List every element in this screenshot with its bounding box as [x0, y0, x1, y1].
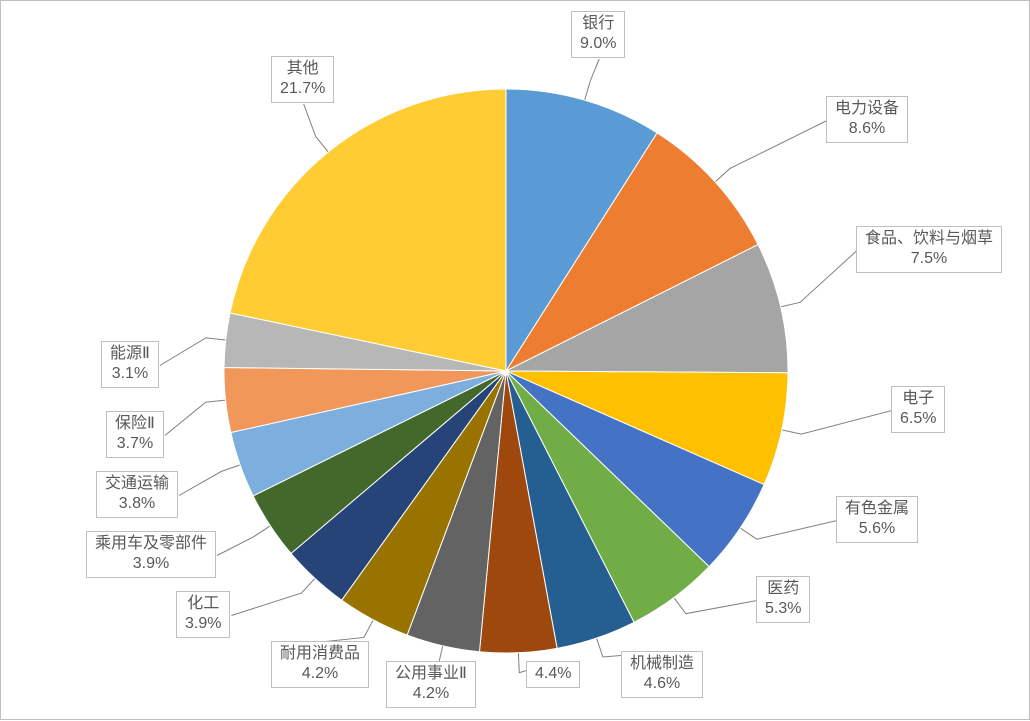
slice-label-value: 3.9% [95, 554, 207, 574]
leader-line [179, 465, 240, 496]
slice-label-value: 8.6% [835, 119, 899, 139]
slice-label: 其他21.7% [271, 56, 334, 103]
slice-label: 机械制造4.6% [621, 651, 703, 698]
leader-line [674, 598, 757, 614]
slice-label-value: 4.4% [535, 664, 571, 684]
slice-label: 有色金属5.6% [836, 496, 918, 543]
leader-line [165, 400, 226, 435]
slice-label-value: 3.8% [105, 494, 169, 514]
slice-label: 电子6.5% [891, 386, 945, 433]
slice-label-value: 9.0% [580, 34, 616, 54]
slice-label: 公用事业Ⅱ4.2% [386, 661, 476, 708]
leader-line [715, 121, 827, 182]
leader-line [160, 338, 226, 366]
slice-label-value: 3.7% [115, 434, 155, 454]
slice-label-value: 3.1% [110, 364, 150, 384]
slice-label-value: 5.3% [765, 599, 801, 619]
slice-label-value: 4.6% [630, 674, 694, 694]
slice-label: 保险Ⅱ3.7% [106, 411, 164, 458]
slice-label-value: 21.7% [280, 79, 325, 99]
slice-label-name: 有色金属 [845, 499, 909, 519]
slice-label: 能源Ⅱ3.1% [101, 341, 159, 388]
slice-label-name: 交通运输 [105, 474, 169, 494]
slice-label-name: 乘用车及零部件 [95, 534, 207, 554]
slice-label-name: 化工 [185, 594, 221, 614]
slice-label-name: 其他 [280, 59, 325, 79]
slice-label: 化工3.9% [176, 591, 230, 638]
slice-label-name: 电力设备 [835, 99, 899, 119]
leader-line [304, 104, 329, 152]
slice-label: 电力设备8.6% [826, 96, 908, 143]
slice-label: 食品、饮料与烟草7.5% [856, 226, 1002, 273]
slice-label-value: 4.2% [280, 664, 360, 684]
leader-line [740, 521, 837, 540]
slice-label-name: 保险Ⅱ [115, 414, 155, 434]
slice-label: 4.4% [526, 661, 580, 688]
slice-label-name: 能源Ⅱ [110, 344, 150, 364]
slice-label: 医药5.3% [756, 576, 810, 623]
slice-label-name: 耐用消费品 [280, 644, 360, 664]
slice-label-value: 6.5% [900, 409, 936, 429]
slice-label-value: 4.2% [395, 684, 467, 704]
slice-label-name: 电子 [900, 389, 936, 409]
slice-label: 乘用车及零部件3.9% [86, 531, 216, 578]
slice-label: 银行9.0% [571, 11, 625, 58]
pie-chart-container: 银行9.0% 电力设备8.6% 食品、饮料与烟草7.5% 电子6.5% 有色金属5.6%… [0, 0, 1030, 720]
leader-line [217, 526, 270, 556]
slice-label-value: 3.9% [185, 614, 221, 634]
leader-line [781, 251, 857, 307]
slice-label-value: 7.5% [865, 249, 993, 269]
slice-label-name: 医药 [765, 579, 801, 599]
leader-line [321, 620, 373, 642]
slice-label: 交通运输3.8% [96, 471, 178, 518]
slice-label: 耐用消费品4.2% [271, 641, 369, 688]
slice-label-name: 银行 [580, 14, 616, 34]
slice-label-name: 公用事业Ⅱ [395, 664, 467, 684]
leader-line [231, 578, 314, 615]
slice-label-name: 机械制造 [630, 654, 694, 674]
slice-label-value: 5.6% [845, 519, 909, 539]
slice-label-name: 食品、饮料与烟草 [865, 229, 993, 249]
leader-line [782, 411, 892, 435]
leader-line [585, 59, 600, 100]
